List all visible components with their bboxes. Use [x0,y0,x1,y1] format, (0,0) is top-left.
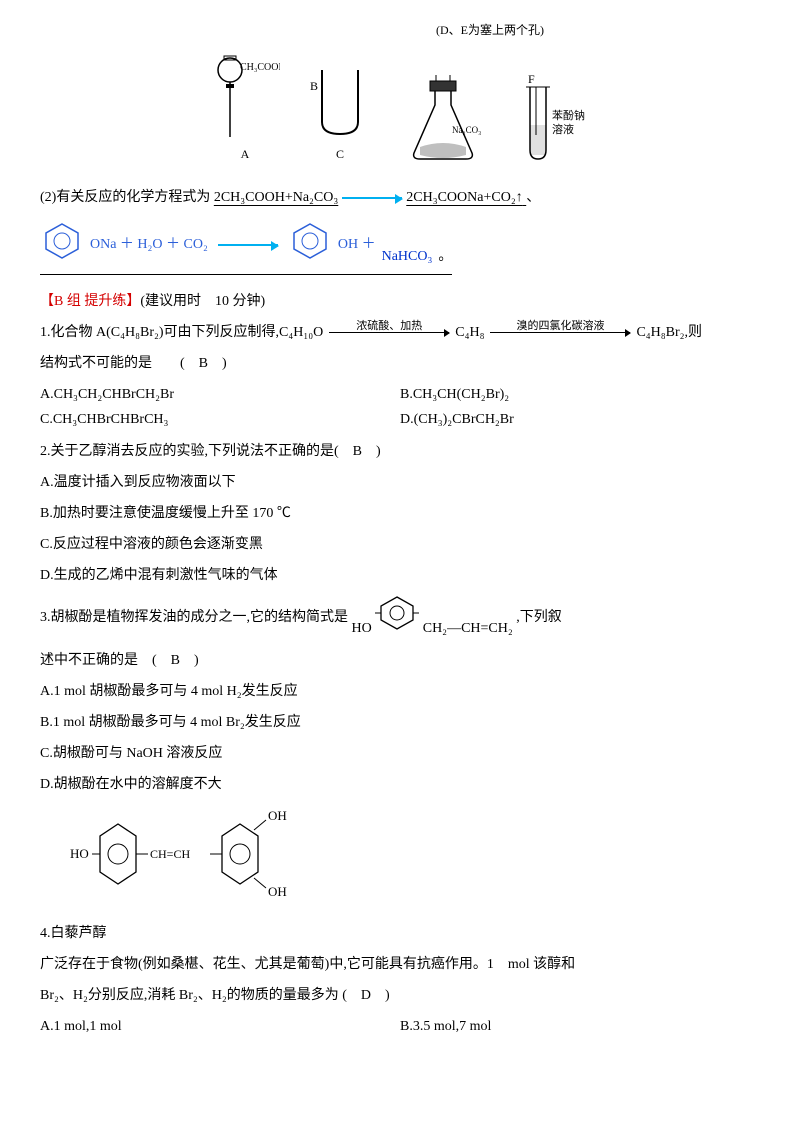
eq2-right: OH ＋ [338,232,376,257]
q1-stem-row: 1.化合物 A(C₄H₈Br₂)可由下列反应制得,C₄H₁₀O 浓硫酸、加热 C… [40,320,760,345]
arrow-icon [218,244,278,246]
arrow-icon: 溴的四氯化碳溶液 [490,332,630,333]
q2-stem: 2.关于乙醇消去反应的实验,下列说法不正确的是( B ) [40,439,760,464]
funnel-text: CH₃COOH [240,62,280,73]
funnel-icon: CH₃COOH [210,52,280,142]
q1-tail: C₄H₈Br₂,则 [636,320,702,345]
q3-structure: HO CH₂—CH=CH₂ [352,594,513,641]
q4-optA: A.1 mol,1 mol [40,1014,400,1039]
q1-stem-b: 结构式不可能的是 ( B ) [40,351,760,376]
diagram-caption: (D、E为塞上两个孔) [220,20,760,42]
q-pre-lead: (2)有关反应的化学方程式为 2CH₃COOH+Na₂CO₃2CH₃COONa+… [40,185,760,210]
q2-C: C.反应过程中溶液的颜色会逐渐变黑 [40,532,760,557]
q2-D: D.生成的乙烯中混有刺激性气味的气体 [40,563,760,588]
benzene-icon [40,220,84,269]
q4-structure: HO CH=CH OH OH [70,806,760,915]
arrow-icon: 浓硫酸、加热 [329,332,449,333]
group-time: (建议用时 10 分钟) [140,294,265,309]
svg-text:Na₂CO₃: Na₂CO₃ [452,125,481,135]
eq2-tail: NaHCO₃ [382,244,433,269]
q3-D: D.胡椒酚在水中的溶解度不大 [40,772,760,797]
group-b-header: 【B 组 提升练】(建议用时 10 分钟) [40,289,760,314]
q1-optA: A.CH₃CH₂CHBrCH₂Br [40,382,400,407]
benzene-icon [375,594,419,632]
svg-text:苯酚钠: 苯酚钠 [552,108,585,122]
benzene-icon [288,220,332,269]
apparatus-de: D E Na₂CO₃ [400,75,490,165]
eq1: 2CH₃COOH+Na₂CO₃2CH₃COONa+CO₂↑ [214,190,526,205]
q4-label: 4.白藜芦醇 [40,921,760,946]
q3-stem-row: 3.胡椒酚是植物挥发油的成分之一,它的结构简式是 HO CH₂—CH=CH₂ ,… [40,594,760,641]
q3-stem-b: ,下列叙 [516,610,562,625]
svg-text:CH=CH: CH=CH [150,847,190,861]
eq2-line: ONa ＋ H₂O ＋ CO₂ OH ＋ NaHCO₃ 。 [40,216,452,274]
svg-text:OH: OH [268,808,287,823]
svg-text:OH: OH [268,884,287,899]
q2-B: B.加热时要注意使温度缓慢上升至 170 ℃ [40,501,760,526]
q3-B: B.1 mol 胡椒酚最多可与 4 mol Br₂发生反应 [40,710,760,735]
q3-stem-a: 3.胡椒酚是植物挥发油的成分之一,它的结构简式是 [40,610,348,625]
svg-text:B: B [310,79,318,93]
q1-stem-a: 1.化合物 A(C₄H₈Br₂)可由下列反应制得,C₄H₁₀O [40,320,323,345]
q1-mid: C₄H₈ [455,320,484,345]
arrow-icon [342,197,402,199]
apparatus-a: CH₃COOH A [210,52,280,166]
label-c: C [310,144,370,166]
eq2-left: ONa ＋ H₂O ＋ CO₂ [90,232,208,257]
q1-options: A.CH₃CH₂CHBrCH₂Br B.CH₃CH(CH₂Br)₂ C.CH₃C… [40,382,760,432]
q1-optB: B.CH₃CH(CH₂Br)₂ [400,382,760,407]
q1-optD: D.(CH₃)₂CBrCH₂Br [400,407,760,432]
q3-A: A.1 mol 胡椒酚最多可与 4 mol H₂发生反应 [40,679,760,704]
utube-icon: B [310,62,370,142]
q2-A: A.温度计插入到反应物液面以下 [40,470,760,495]
svg-text:溶液: 溶液 [552,122,574,136]
q4-options: A.1 mol,1 mol B.3.5 mol,7 mol [40,1014,760,1039]
q3-stem-c: 述中不正确的是 ( B ) [40,648,760,673]
q4-optB: B.3.5 mol,7 mol [400,1014,760,1039]
flask-icon: D E Na₂CO₃ [400,75,490,165]
q1-optC: C.CH₃CHBrCHBrCH₃ [40,407,400,432]
apparatus-f: F 苯酚钠 溶液 [520,75,590,165]
lead-text: (2)有关反应的化学方程式为 [40,190,210,205]
resveratrol-icon: HO CH=CH OH OH [70,806,360,906]
apparatus-diagram: (D、E为塞上两个孔) CH₃COOH A B C [40,20,760,165]
testtube-icon: F 苯酚钠 溶液 [520,75,590,165]
apparatus-bc: B C [310,62,370,166]
svg-text:F: F [528,75,535,86]
svg-text:HO: HO [70,846,89,861]
q4-stem-b: Br₂、H₂分别反应,消耗 Br₂、H₂的物质的量最多为 ( D ) [40,983,760,1008]
q3-C: C.胡椒酚可与 NaOH 溶液反应 [40,741,760,766]
group-title: 【B 组 提升练】 [40,294,140,309]
svg-text:D E: D E [430,75,448,77]
label-a: A [210,144,280,166]
q4-stem-a: 广泛存在于食物(例如桑椹、花生、尤其是葡萄)中,它可能具有抗癌作用。1 mol … [40,952,760,977]
